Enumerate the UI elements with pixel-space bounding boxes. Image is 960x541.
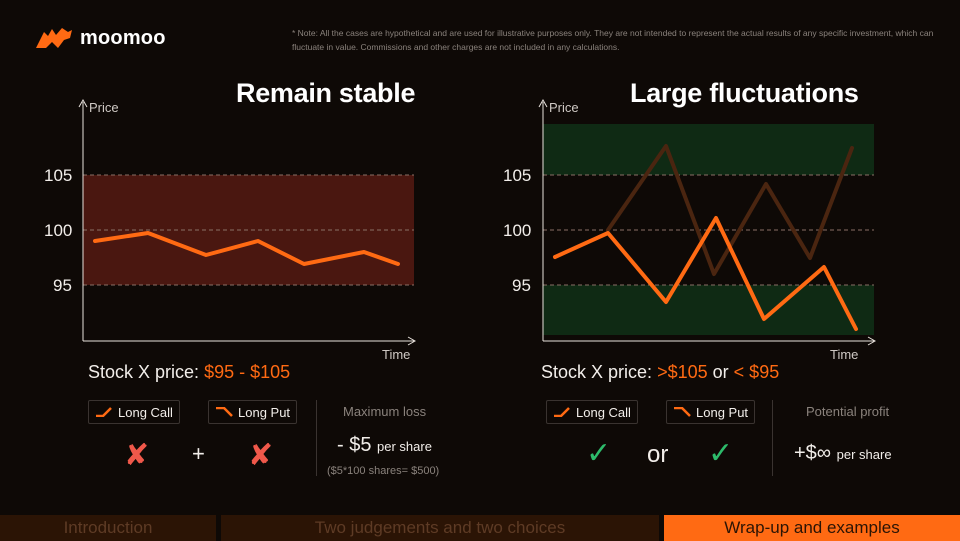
left-range-value: $95 - $105 <box>204 362 291 382</box>
right-tick-100: 100 <box>503 221 532 240</box>
brand-name: moomoo <box>80 26 166 49</box>
right-long-call-tag: Long Call <box>546 400 638 424</box>
moomoo-bull-icon <box>36 28 72 48</box>
tab-introduction[interactable]: Introduction <box>0 515 216 541</box>
disclaimer-note: * Note: All the cases are hypothetical a… <box>292 28 934 52</box>
right-summary-value: +$∞ <box>794 442 832 464</box>
right-tick-105: 105 <box>503 166 532 185</box>
left-tick-105: 105 <box>44 166 73 185</box>
long-put-icon <box>674 407 691 417</box>
right-operator: or <box>647 441 669 468</box>
right-downward-price-line <box>553 216 858 331</box>
right-summary: +$∞ per share <box>794 442 892 465</box>
left-call-cross-icon: ✘ <box>124 439 150 472</box>
left-y-axis-arrow <box>78 98 88 108</box>
left-range-text: Stock X price: $95 - $105 <box>88 362 290 383</box>
right-summary-unit: per share <box>836 447 892 462</box>
right-x-axis-arrow <box>867 336 877 346</box>
left-price-line <box>93 231 400 266</box>
right-tick-95: 95 <box>512 276 531 295</box>
right-divider <box>772 400 773 476</box>
right-upward-price-line <box>606 144 854 276</box>
left-tick-100: 100 <box>44 221 73 240</box>
left-long-call-tag: Long Call <box>88 400 180 424</box>
right-lower-profit-band <box>543 285 874 335</box>
brand-logo: moomoo <box>34 26 166 50</box>
section-nav: Introduction Two judgements and two choi… <box>0 515 960 541</box>
left-operator: + <box>192 441 205 466</box>
right-long-put-tag: Long Put <box>666 400 756 424</box>
right-x-axis-label: Time <box>830 347 859 362</box>
long-call-icon <box>554 407 570 417</box>
tab-two-judgements[interactable]: Two judgements and two choices <box>221 515 659 541</box>
right-put-check-icon: ✓ <box>708 437 734 470</box>
left-divider <box>316 400 317 476</box>
left-summary-sub: ($5*100 shares= $500) <box>327 465 440 477</box>
right-long-call-label: Long Call <box>576 404 631 420</box>
right-long-put-label: Long Put <box>696 404 749 420</box>
right-range-gt: >$105 <box>657 362 708 382</box>
long-put-icon <box>216 407 233 417</box>
right-call-check-icon: ✓ <box>586 437 612 470</box>
right-summary-head: Potential profit <box>806 404 890 419</box>
right-range-lt: < $95 <box>733 362 780 382</box>
left-title: Remain stable <box>236 78 416 108</box>
left-y-axis-label: Price <box>89 100 119 115</box>
left-range-prefix: Stock X price: <box>88 362 200 382</box>
right-chart <box>538 98 877 346</box>
long-call-icon <box>96 407 112 417</box>
left-x-axis-arrow <box>407 336 417 346</box>
left-long-put-tag: Long Put <box>208 400 298 424</box>
left-long-call-label: Long Call <box>118 404 173 420</box>
right-range-text: Stock X price: >$105 or < $95 <box>541 362 779 383</box>
left-chart <box>78 98 417 346</box>
left-summary-unit: per share <box>377 439 432 454</box>
left-summary-value: - $5 <box>337 434 372 456</box>
right-range-prefix: Stock X price: <box>541 362 653 382</box>
left-x-axis-label: Time <box>382 347 411 362</box>
left-summary: - $5 per share <box>337 434 432 457</box>
right-upper-profit-band <box>543 124 874 175</box>
right-title: Large fluctuations <box>630 78 859 108</box>
right-range-or: or <box>712 362 729 382</box>
left-long-put-label: Long Put <box>238 404 291 420</box>
tab-wrap-up[interactable]: Wrap-up and examples <box>664 515 960 541</box>
right-y-axis-label: Price <box>549 100 579 115</box>
right-y-axis-arrow <box>538 98 548 108</box>
left-summary-head: Maximum loss <box>343 404 427 419</box>
left-tick-95: 95 <box>53 276 72 295</box>
left-put-cross-icon: ✘ <box>248 439 274 472</box>
